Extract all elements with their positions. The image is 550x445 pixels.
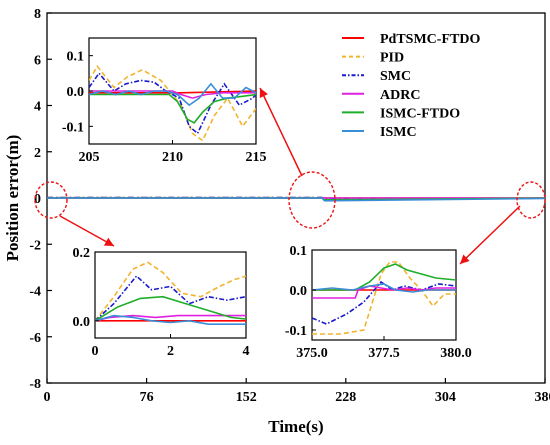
zoom-arrow-right: [459, 205, 521, 265]
inset-x-tick-label: 2: [167, 344, 174, 359]
y-tick-label: -8: [29, 377, 41, 392]
inset-y-tick-label: -0.1: [285, 324, 307, 339]
inset-x-tick-label: 210: [162, 150, 183, 165]
y-tick-label: -4: [29, 285, 41, 300]
x-tick-label: 228: [335, 390, 356, 405]
legend-label: PID: [380, 51, 404, 66]
zoom-ellipse-end: [516, 181, 546, 219]
x-axis-label: Time(s): [268, 417, 323, 436]
inset-x-tick-label: 0: [92, 344, 99, 359]
y-tick-label: 6: [34, 53, 41, 68]
legend-label: SMC: [380, 69, 411, 84]
inset-series-line-smc: [312, 280, 456, 325]
inset-bottom-left: 0 2 4 0.0 0.2: [73, 246, 250, 359]
zoom-ellipse-start: [34, 181, 68, 219]
legend-label: ISMC-FTDO: [380, 106, 460, 121]
inset-y-tick-label: 0.0: [67, 85, 85, 100]
inset-series-line-ismc: [312, 283, 456, 293]
inset-series-line-pid: [95, 261, 246, 322]
inset-series-line-adrc: [312, 285, 456, 299]
y-tick-label: 4: [34, 100, 41, 115]
inset-series-line-adrc: [95, 314, 246, 322]
x-tick-label: 380: [535, 390, 550, 405]
x-tick-label: 0: [44, 390, 51, 405]
inset-series-line-ismc-ftdo: [95, 295, 246, 322]
inset-bottom-right: 375.0 377.5 380.0 -0.1 0.0 0.1: [285, 244, 472, 361]
legend-label: ADRC: [380, 88, 420, 103]
zoom-arrow-right-head: [460, 254, 470, 264]
zoom-arrow-top: [259, 87, 303, 177]
inset-y-tick-label: 0.0: [73, 315, 91, 330]
zoom-ellipse-middle: [288, 171, 336, 229]
zoom-arrow-top-head: [259, 88, 268, 99]
inset-y-tick-label: -0.1: [62, 120, 84, 135]
inset-x-tick-label: 375.0: [296, 346, 328, 361]
series-line-ismc: [47, 197, 546, 202]
legend-label: ISMC: [380, 125, 417, 140]
inset-y-tick-label: 0.1: [290, 244, 308, 259]
inset-series-line-ismc: [89, 82, 256, 107]
inset-x-tick-label: 4: [243, 344, 250, 359]
inset-top: 205 210 215 -0.1 0.0 0.1: [62, 37, 267, 165]
x-tick-label: 152: [236, 390, 257, 405]
inset-frame: [311, 249, 457, 341]
inset-y-tick-label: 0.2: [73, 246, 91, 261]
y-tick-label: 8: [34, 7, 41, 22]
inset-series-line-ismc-ftdo: [312, 263, 456, 291]
x-tick-label: 76: [140, 390, 154, 405]
inset-series-line-adrc: [89, 90, 256, 99]
inset-series-line-ismc: [95, 314, 246, 326]
zoom-arrow-left: [59, 215, 115, 247]
inset-y-tick-label: 0.0: [290, 284, 308, 299]
y-tick-label: 0: [34, 192, 41, 207]
zoom-arrow-left-head: [103, 237, 114, 246]
inset-series-line-smc: [95, 274, 246, 322]
inset-x-tick-label: 215: [246, 150, 267, 165]
inset-x-tick-label: 377.5: [368, 346, 400, 361]
y-tick-label: -2: [29, 238, 41, 253]
inset-frame: [94, 251, 247, 339]
inset-x-tick-label: 380.0: [440, 346, 472, 361]
y-axis-label: Position error(m): [3, 135, 22, 262]
inset-x-tick-label: 205: [79, 150, 100, 165]
y-tick-label: 2: [34, 146, 41, 161]
y-tick-label: -6: [29, 331, 41, 346]
legend-label: PdTSMC-FTDO: [380, 32, 480, 47]
inset-series-line-pid: [312, 261, 456, 335]
x-tick-label: 304: [435, 390, 456, 405]
inset-y-tick-label: 0.1: [67, 50, 85, 65]
